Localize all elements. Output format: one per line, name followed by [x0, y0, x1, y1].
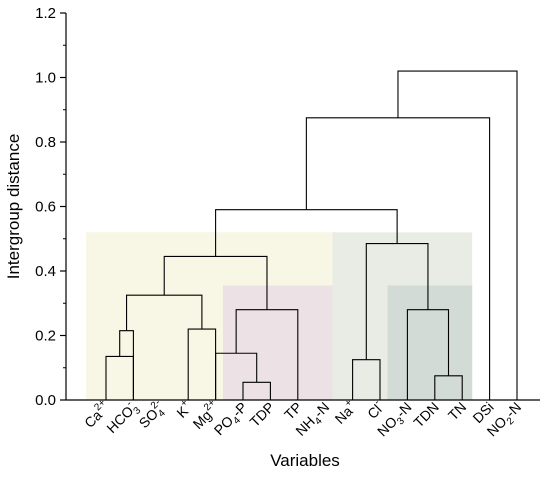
dendrogram-link-14 — [305, 117, 491, 400]
dendrogram-link-3 — [352, 359, 381, 400]
leaf-label: TN — [445, 399, 470, 424]
y-axis-ticks: 0.0 0.2 0.4 0.6 0.8 1.0 1.2 — [35, 5, 66, 409]
dendrogram-link-10 — [126, 294, 203, 331]
dendrogram-link-2 — [434, 375, 463, 400]
y-tick-label: 0.6 — [35, 199, 56, 216]
leaf-label: TDN — [410, 399, 442, 431]
leaf-label: Cl- — [363, 397, 387, 421]
leaf-label: Na+ — [330, 397, 360, 427]
dendrogram-link-15 — [397, 70, 518, 400]
y-tick-label: 0.0 — [35, 392, 56, 409]
dendrogram-links — [105, 70, 518, 400]
y-tick-label: 1.2 — [35, 5, 56, 22]
x-axis-title: Variables — [270, 451, 340, 470]
highlight-boxes — [86, 232, 473, 400]
dendrogram-link-1 — [242, 381, 271, 400]
y-tick-label: 0.2 — [35, 328, 56, 345]
leaf-label: TDP — [246, 399, 277, 430]
y-tick-label: 1.0 — [35, 70, 56, 87]
highlight-box-2 — [223, 285, 336, 400]
leaf-label: SO42- — [134, 397, 171, 434]
highlight-box-4 — [387, 285, 473, 400]
y-axis-title: Intergroup distance — [4, 134, 23, 280]
y-tick-label: 0.4 — [35, 263, 56, 280]
y-tick-label: 0.8 — [35, 134, 56, 151]
dendrogram-link-6 — [119, 330, 134, 400]
